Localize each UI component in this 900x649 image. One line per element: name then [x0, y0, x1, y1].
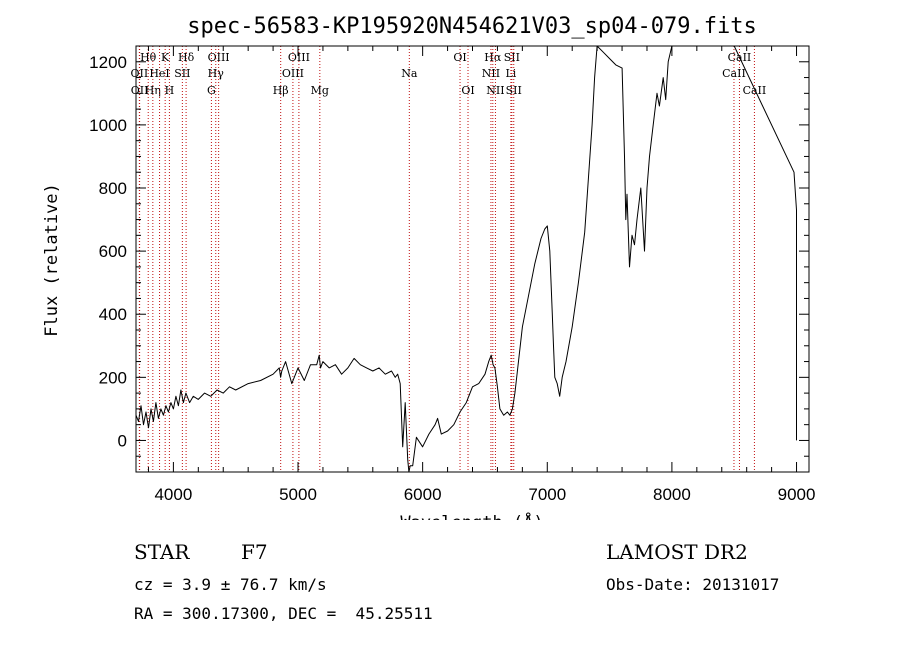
- survey-name: LAMOST DR2: [606, 540, 748, 564]
- y-tick-label-1: 200: [99, 368, 127, 387]
- line-marker-label-2: OII: [131, 84, 149, 97]
- spectrum-chart: spec-56583-KP195920N454621V03_sp04-079.f…: [42, 14, 816, 520]
- x-tick-label-0: 4000: [154, 485, 192, 504]
- y-tick-label-4: 800: [99, 179, 127, 198]
- y-tick-label-6: 1200: [89, 53, 127, 72]
- line-marker-label-23: NII: [486, 84, 504, 97]
- line-marker-label-26: CaII: [722, 67, 746, 80]
- line-marker-label-8: Hδ: [178, 51, 195, 64]
- y-tick-label-0: 0: [118, 431, 127, 450]
- x-tick-label-2: 6000: [404, 485, 442, 504]
- line-marker-label-27: CaII: [743, 84, 767, 97]
- redshift-readout: cz = 3.9 ± 76.7 km/s: [134, 575, 327, 594]
- x-tick-label-3: 7000: [528, 485, 566, 504]
- line-marker-label-11: G: [207, 84, 216, 97]
- observation-date: Obs-Date: 20131017: [606, 575, 780, 594]
- line-marker-label-12: Hβ: [273, 84, 289, 97]
- line-marker-label-17: OI: [453, 51, 466, 64]
- line-marker-label-5: HeI: [149, 67, 169, 80]
- x-axis-label: Wavelength (Å): [400, 511, 543, 520]
- line-marker-label-22: Li: [505, 67, 516, 80]
- spectrum-series: [135, 45, 797, 473]
- spectrum-line: [135, 45, 797, 473]
- line-marker-label-19: Hα: [484, 51, 502, 64]
- line-marker-label-15: Mg: [311, 84, 329, 97]
- line-marker-label-3: Hη: [145, 84, 161, 97]
- y-tick-label-2: 400: [99, 305, 127, 324]
- line-marker-label-0: Hθ: [140, 51, 157, 64]
- chart-title: spec-56583-KP195920N454621V03_sp04-079.f…: [187, 14, 757, 39]
- y-axis-label: Flux (relative): [42, 183, 62, 337]
- plot-frame: [135, 45, 810, 473]
- coordinates-readout: RA = 300.17300, DEC = 45.25511: [134, 604, 433, 623]
- y-tick-label-5: 1000: [89, 116, 127, 135]
- line-marker-label-4: K: [161, 51, 170, 64]
- line-marker-label-10: Hγ: [208, 67, 225, 80]
- line-marker-label-6: H: [165, 84, 175, 97]
- line-marker-label-18: OI: [461, 84, 474, 97]
- object-subclass: F7: [241, 540, 268, 564]
- x-tick-label-1: 5000: [279, 485, 317, 504]
- line-marker-label-7: SII: [174, 67, 190, 80]
- line-marker-label-21: NII: [482, 67, 500, 80]
- y-axis: 0 200 400 600 800 1000 1200: [89, 45, 809, 473]
- line-marker-label-9: OIII: [208, 51, 230, 64]
- x-tick-label-4: 8000: [653, 485, 691, 504]
- y-tick-label-3: 600: [99, 242, 127, 261]
- x-axis: 4000 5000 6000 7000 8000 9000: [147, 46, 816, 504]
- x-tick-label-5: 9000: [778, 485, 816, 504]
- line-marker-label-13: OIII: [288, 51, 310, 64]
- line-marker-label-20: SII: [504, 51, 520, 64]
- line-marker-label-16: Na: [401, 67, 418, 80]
- line-marker-label-24: SII: [506, 84, 522, 97]
- object-class: STAR: [134, 540, 190, 564]
- line-marker-label-14: OIII: [282, 67, 304, 80]
